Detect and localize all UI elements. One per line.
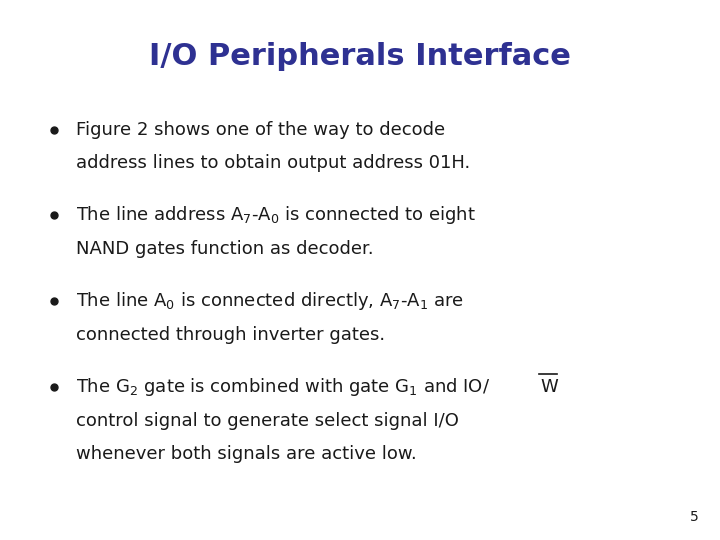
Text: 5: 5 bbox=[690, 510, 698, 524]
Text: W: W bbox=[540, 378, 558, 396]
Text: NAND gates function as decoder.: NAND gates function as decoder. bbox=[76, 240, 373, 258]
Text: whenever both signals are active low.: whenever both signals are active low. bbox=[76, 445, 416, 463]
Text: The line address A$_7$-A$_0$ is connected to eight: The line address A$_7$-A$_0$ is connecte… bbox=[76, 205, 475, 226]
Text: The line A$_0$ is connected directly, A$_7$-A$_1$ are: The line A$_0$ is connected directly, A$… bbox=[76, 291, 464, 312]
Text: connected through inverter gates.: connected through inverter gates. bbox=[76, 326, 384, 344]
Text: address lines to obtain output address 01H.: address lines to obtain output address 0… bbox=[76, 154, 470, 172]
Text: The G$_2$ gate is combined with gate G$_1$ and IO/: The G$_2$ gate is combined with gate G$_… bbox=[76, 376, 490, 398]
Text: Figure 2 shows one of the way to decode: Figure 2 shows one of the way to decode bbox=[76, 120, 445, 139]
Text: control signal to generate select signal I/O: control signal to generate select signal… bbox=[76, 411, 459, 430]
Text: I/O Peripherals Interface: I/O Peripherals Interface bbox=[149, 42, 571, 71]
